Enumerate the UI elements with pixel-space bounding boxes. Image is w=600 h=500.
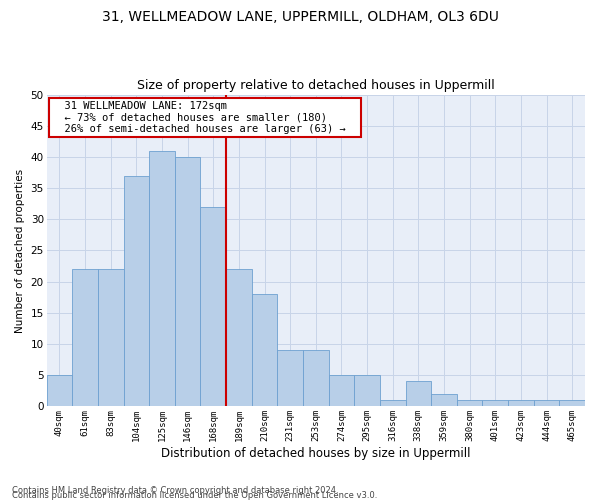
- Bar: [482, 400, 508, 406]
- Bar: [354, 375, 380, 406]
- Bar: [175, 157, 200, 406]
- Bar: [329, 375, 354, 406]
- Bar: [98, 269, 124, 406]
- Title: Size of property relative to detached houses in Uppermill: Size of property relative to detached ho…: [137, 79, 494, 92]
- Text: Contains public sector information licensed under the Open Government Licence v3: Contains public sector information licen…: [12, 491, 377, 500]
- X-axis label: Distribution of detached houses by size in Uppermill: Distribution of detached houses by size …: [161, 447, 470, 460]
- Bar: [251, 294, 277, 406]
- Bar: [226, 269, 251, 406]
- Bar: [457, 400, 482, 406]
- Y-axis label: Number of detached properties: Number of detached properties: [15, 168, 25, 332]
- Text: 31 WELLMEADOW LANE: 172sqm  
  ← 73% of detached houses are smaller (180)  
  26: 31 WELLMEADOW LANE: 172sqm ← 73% of deta…: [52, 101, 358, 134]
- Bar: [534, 400, 559, 406]
- Bar: [124, 176, 149, 406]
- Bar: [380, 400, 406, 406]
- Bar: [431, 394, 457, 406]
- Bar: [406, 382, 431, 406]
- Bar: [200, 207, 226, 406]
- Bar: [72, 269, 98, 406]
- Bar: [508, 400, 534, 406]
- Bar: [47, 375, 72, 406]
- Bar: [149, 150, 175, 406]
- Bar: [303, 350, 329, 406]
- Bar: [277, 350, 303, 406]
- Text: 31, WELLMEADOW LANE, UPPERMILL, OLDHAM, OL3 6DU: 31, WELLMEADOW LANE, UPPERMILL, OLDHAM, …: [101, 10, 499, 24]
- Text: Contains HM Land Registry data © Crown copyright and database right 2024.: Contains HM Land Registry data © Crown c…: [12, 486, 338, 495]
- Bar: [559, 400, 585, 406]
